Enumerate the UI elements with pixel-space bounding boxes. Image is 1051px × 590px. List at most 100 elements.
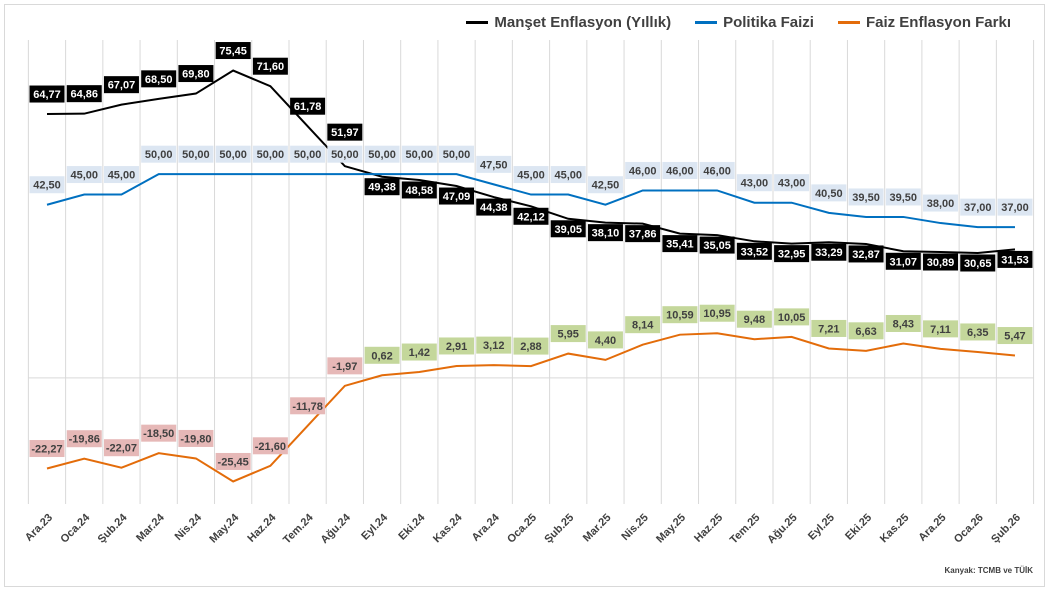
- data-label-box: [66, 166, 102, 184]
- legend-label: Faiz Enflasyon Farkı: [865, 14, 1011, 31]
- data-label-box: [290, 397, 326, 415]
- series-line: [46, 69, 1016, 254]
- data-label: 37,00: [964, 202, 992, 214]
- data-label: 31,53: [1001, 254, 1029, 266]
- data-label: 42,12: [517, 211, 545, 223]
- data-label: 50,00: [145, 149, 173, 161]
- data-label-box: [587, 176, 623, 194]
- data-label-box: [960, 254, 996, 272]
- x-tick-label: Tem.24: [281, 511, 316, 546]
- data-label-box: [103, 76, 139, 94]
- data-label-box: [401, 145, 437, 163]
- data-label-box: [699, 304, 735, 322]
- data-label: 39,05: [554, 224, 582, 236]
- data-label: 38,00: [927, 198, 955, 210]
- x-tick-label: Eyl.25: [806, 512, 837, 543]
- data-label-box: [625, 225, 661, 243]
- data-label: -19,86: [69, 434, 100, 446]
- data-label: 47,09: [443, 191, 471, 203]
- data-label: -18,50: [143, 428, 174, 440]
- data-label: 51,97: [331, 127, 359, 139]
- x-tick-label: Şub.26: [989, 512, 1023, 546]
- data-label-box: [29, 85, 65, 103]
- x-tick-label: Tem.25: [728, 512, 763, 547]
- series-line: [46, 332, 1016, 483]
- x-tick-label: Haz.24: [245, 511, 279, 545]
- data-label: 39,50: [852, 192, 880, 204]
- data-label-box: [476, 198, 512, 216]
- data-label-box: [885, 188, 921, 206]
- data-label-box: [997, 250, 1033, 268]
- data-label: 31,07: [890, 256, 918, 268]
- data-label: 47,50: [480, 159, 508, 171]
- data-label-box: [178, 65, 214, 83]
- data-label-box: [141, 70, 177, 88]
- x-tick-label: Kas.24: [431, 511, 465, 545]
- data-label-box: [178, 429, 214, 447]
- data-label-box: [885, 252, 921, 270]
- data-label: 5,47: [1004, 331, 1025, 343]
- data-label: 40,50: [815, 188, 843, 200]
- data-label: 50,00: [331, 149, 359, 161]
- data-label: 30,65: [964, 258, 992, 270]
- data-label-box: [401, 343, 437, 361]
- data-label: 50,00: [294, 149, 322, 161]
- legend-label: Manşet Enflasyon (Yıllık): [494, 14, 672, 31]
- x-tick-label: Oca.25: [505, 512, 539, 546]
- data-label-box: [736, 310, 772, 328]
- data-label-box: [215, 452, 251, 470]
- data-label-box: [923, 253, 959, 271]
- x-tick-label: Mar.25: [581, 512, 614, 545]
- x-tick-label: Kas.25: [878, 512, 912, 546]
- data-label-box: [141, 145, 177, 163]
- data-label-box: [476, 336, 512, 354]
- data-label: 61,78: [294, 101, 322, 113]
- data-label: 49,38: [368, 182, 396, 194]
- data-label: 69,80: [182, 69, 210, 81]
- data-label: 68,50: [145, 74, 173, 86]
- x-tick-label: May.24: [207, 511, 241, 545]
- data-label: 10,59: [666, 310, 694, 322]
- data-label-box: [364, 346, 400, 364]
- data-label: -19,80: [180, 433, 211, 445]
- data-label-box: [997, 327, 1033, 345]
- data-label: 67,07: [108, 80, 136, 92]
- data-label: 71,60: [257, 61, 285, 73]
- data-label: 9,48: [744, 314, 765, 326]
- data-label-box: [252, 145, 288, 163]
- data-label-box: [774, 245, 810, 263]
- data-label: 45,00: [70, 170, 98, 182]
- data-label-box: [662, 161, 698, 179]
- x-tick-label: Oca.26: [952, 512, 986, 546]
- data-label-box: [364, 178, 400, 196]
- data-label: -22,27: [31, 444, 62, 456]
- data-label: 50,00: [406, 149, 434, 161]
- data-label-box: [252, 437, 288, 455]
- data-label: 43,00: [778, 178, 806, 190]
- x-tick-label: Ara.25: [916, 512, 948, 544]
- x-tick-label: Şub.24: [96, 511, 131, 546]
- data-label-box: [439, 337, 475, 355]
- data-label: 37,86: [629, 229, 657, 241]
- data-label-box: [327, 145, 363, 163]
- data-label: 2,88: [520, 341, 541, 353]
- data-label-box: [811, 243, 847, 261]
- data-label-box: [66, 85, 102, 103]
- data-label-box: [29, 440, 65, 458]
- data-label: 45,00: [554, 170, 582, 182]
- x-tick-label: Mar.24: [134, 511, 167, 544]
- legend-swatch: [466, 21, 489, 24]
- data-label-box: [811, 319, 847, 337]
- x-tick-label: Nis.24: [173, 511, 205, 543]
- data-label-box: [811, 184, 847, 202]
- data-label: 10,95: [703, 308, 731, 320]
- data-label-box: [662, 306, 698, 324]
- data-label: 39,50: [890, 192, 918, 204]
- data-label-box: [550, 220, 586, 238]
- data-label-box: [848, 245, 884, 263]
- data-label: 64,86: [70, 89, 98, 101]
- source-note: Kanyak: TCMB ve TÜİK: [944, 566, 1033, 575]
- data-label: 6,63: [855, 326, 876, 338]
